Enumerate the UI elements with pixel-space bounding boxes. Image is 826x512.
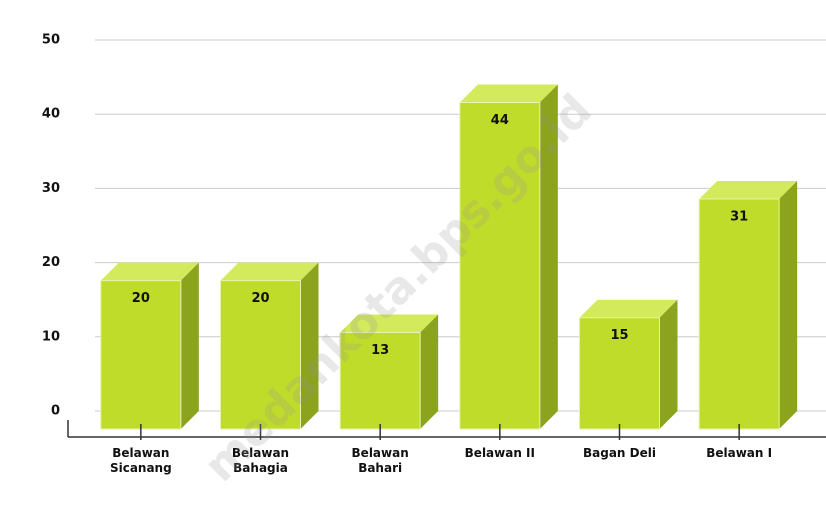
y-tick-label: 50	[42, 33, 60, 48]
x-tick-label-box: Belawan I	[706, 446, 773, 460]
bar-top	[579, 299, 678, 318]
bar-front	[698, 198, 780, 430]
x-tick-label-box: Belawan Bahari	[351, 446, 409, 475]
bar	[339, 314, 439, 430]
value-label: 13	[371, 343, 389, 358]
x-tick-label-box: Belawan Bahagia	[231, 446, 290, 475]
bar-top	[340, 314, 439, 333]
x-tick-label-box: Belawan II	[464, 446, 535, 460]
y-tick-label: 30	[42, 181, 60, 196]
x-tick-label: Belawan Sicanang	[109, 446, 172, 475]
bar-top	[459, 84, 558, 103]
y-tick-label: 10	[42, 329, 60, 344]
value-label: 20	[251, 291, 269, 306]
bar-side	[779, 180, 798, 429]
bar-front	[579, 317, 660, 430]
bar-side	[300, 262, 319, 429]
x-tick-label-box: Belawan Sicanang	[109, 446, 172, 475]
bar	[698, 180, 798, 430]
value-label: 44	[491, 113, 509, 128]
bar	[459, 84, 558, 430]
x-tick-label-box: Bagan Deli	[583, 446, 656, 460]
x-tick-label: Belawan II	[464, 446, 535, 460]
value-label: 31	[730, 209, 748, 224]
x-tick-label: Belawan Bahari	[351, 446, 409, 475]
x-tick-label: Belawan I	[706, 446, 773, 460]
x-tick-label: Bagan Deli	[583, 446, 656, 460]
bar-top	[699, 180, 798, 199]
value-label: 20	[132, 291, 150, 306]
bar	[579, 299, 678, 430]
bar	[100, 262, 199, 430]
bar-side	[539, 84, 558, 430]
value-label: 15	[610, 328, 628, 343]
bar-side	[420, 314, 439, 429]
bar-side	[180, 262, 199, 429]
bar-front	[100, 280, 182, 430]
y-tick-label: 0	[51, 404, 60, 419]
y-tick-label: 40	[42, 107, 60, 122]
bar-top	[100, 262, 199, 281]
x-tick-label: Belawan Bahagia	[231, 446, 290, 475]
y-tick-label: 20	[42, 255, 60, 270]
bar-top	[220, 262, 319, 281]
bar-side	[659, 299, 678, 429]
